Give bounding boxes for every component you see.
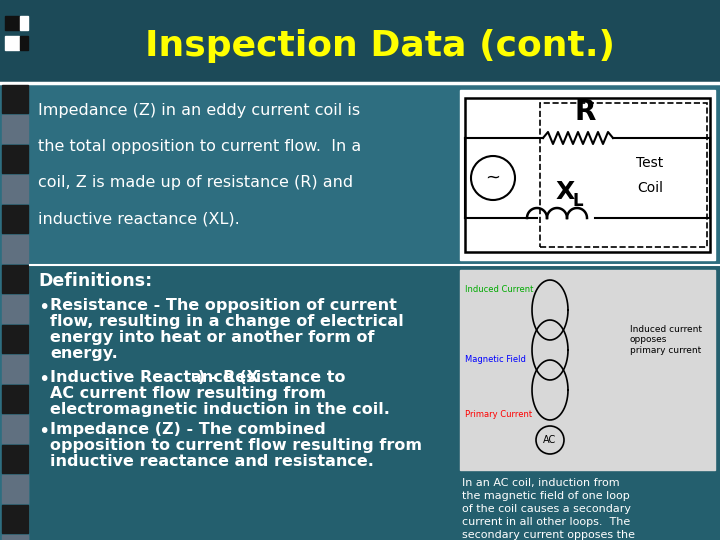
Text: Definitions:: Definitions:: [38, 272, 152, 290]
Bar: [2, 85, 28, 113]
Text: Inductive Reactance (X: Inductive Reactance (X: [50, 370, 259, 385]
Text: ~: ~: [485, 169, 500, 187]
Text: Induced current
opposes
primary current: Induced current opposes primary current: [630, 325, 702, 355]
Text: energy into heat or another form of: energy into heat or another form of: [50, 330, 374, 345]
Text: L: L: [191, 373, 198, 383]
Bar: [2, 175, 28, 203]
Bar: [2, 235, 28, 263]
Bar: [0, 0, 720, 83]
Bar: [2, 205, 28, 233]
Bar: [2, 325, 28, 353]
Text: coil, Z is made up of resistance (R) and: coil, Z is made up of resistance (R) and: [38, 175, 353, 190]
Bar: [5, 36, 19, 50]
Bar: [460, 270, 715, 470]
Bar: [2, 505, 28, 533]
Text: Impedance (Z) - The combined: Impedance (Z) - The combined: [50, 422, 325, 437]
Text: opposition to current flow resulting from: opposition to current flow resulting fro…: [50, 438, 422, 453]
Bar: [5, 16, 19, 30]
Text: •: •: [38, 370, 50, 389]
Bar: [2, 265, 28, 293]
Text: L: L: [572, 192, 583, 210]
Text: Resistance - The opposition of current: Resistance - The opposition of current: [50, 298, 397, 313]
Bar: [2, 475, 28, 503]
Bar: [2, 295, 28, 323]
Circle shape: [536, 426, 564, 454]
Text: of the coil causes a secondary: of the coil causes a secondary: [462, 504, 631, 514]
Text: electromagnetic induction in the coil.: electromagnetic induction in the coil.: [50, 402, 390, 417]
Text: flow, resulting in a change of electrical: flow, resulting in a change of electrica…: [50, 314, 404, 329]
Bar: [2, 355, 28, 383]
Text: AC: AC: [544, 435, 557, 445]
Text: the total opposition to current flow.  In a: the total opposition to current flow. In…: [38, 139, 361, 154]
Bar: [2, 145, 28, 173]
Text: inductive reactance (XL).: inductive reactance (XL).: [38, 211, 240, 226]
Text: Coil: Coil: [637, 181, 663, 195]
Bar: [2, 415, 28, 443]
Bar: [540, 103, 707, 247]
Bar: [2, 445, 28, 473]
Text: secondary current opposes the: secondary current opposes the: [462, 530, 635, 540]
Bar: [20, 16, 28, 30]
Text: Primary Current: Primary Current: [465, 410, 532, 419]
Bar: [2, 115, 28, 143]
Text: R: R: [575, 98, 595, 126]
Text: the magnetic field of one loop: the magnetic field of one loop: [462, 491, 630, 501]
Text: Induced Current: Induced Current: [465, 285, 534, 294]
Text: Test: Test: [636, 156, 664, 170]
Bar: [30, 83, 720, 265]
Text: X: X: [555, 180, 575, 204]
Text: •: •: [38, 422, 50, 441]
Text: Impedance (Z) in an eddy current coil is: Impedance (Z) in an eddy current coil is: [38, 103, 360, 118]
Bar: [460, 90, 715, 260]
Bar: [20, 36, 28, 50]
Circle shape: [471, 156, 515, 200]
Bar: [2, 535, 28, 540]
Bar: [465, 98, 710, 252]
Text: AC current flow resulting from: AC current flow resulting from: [50, 386, 326, 401]
Text: ) - Resistance to: ) - Resistance to: [198, 370, 346, 385]
Text: inductive reactance and resistance.: inductive reactance and resistance.: [50, 454, 374, 469]
Text: energy.: energy.: [50, 346, 118, 361]
Text: In an AC coil, induction from: In an AC coil, induction from: [462, 478, 620, 488]
Text: current in all other loops.  The: current in all other loops. The: [462, 517, 630, 527]
Text: Inspection Data (cont.): Inspection Data (cont.): [145, 29, 615, 63]
Bar: [2, 385, 28, 413]
Text: •: •: [38, 298, 50, 317]
Text: Magnetic Field: Magnetic Field: [465, 355, 526, 364]
Bar: [30, 265, 720, 540]
